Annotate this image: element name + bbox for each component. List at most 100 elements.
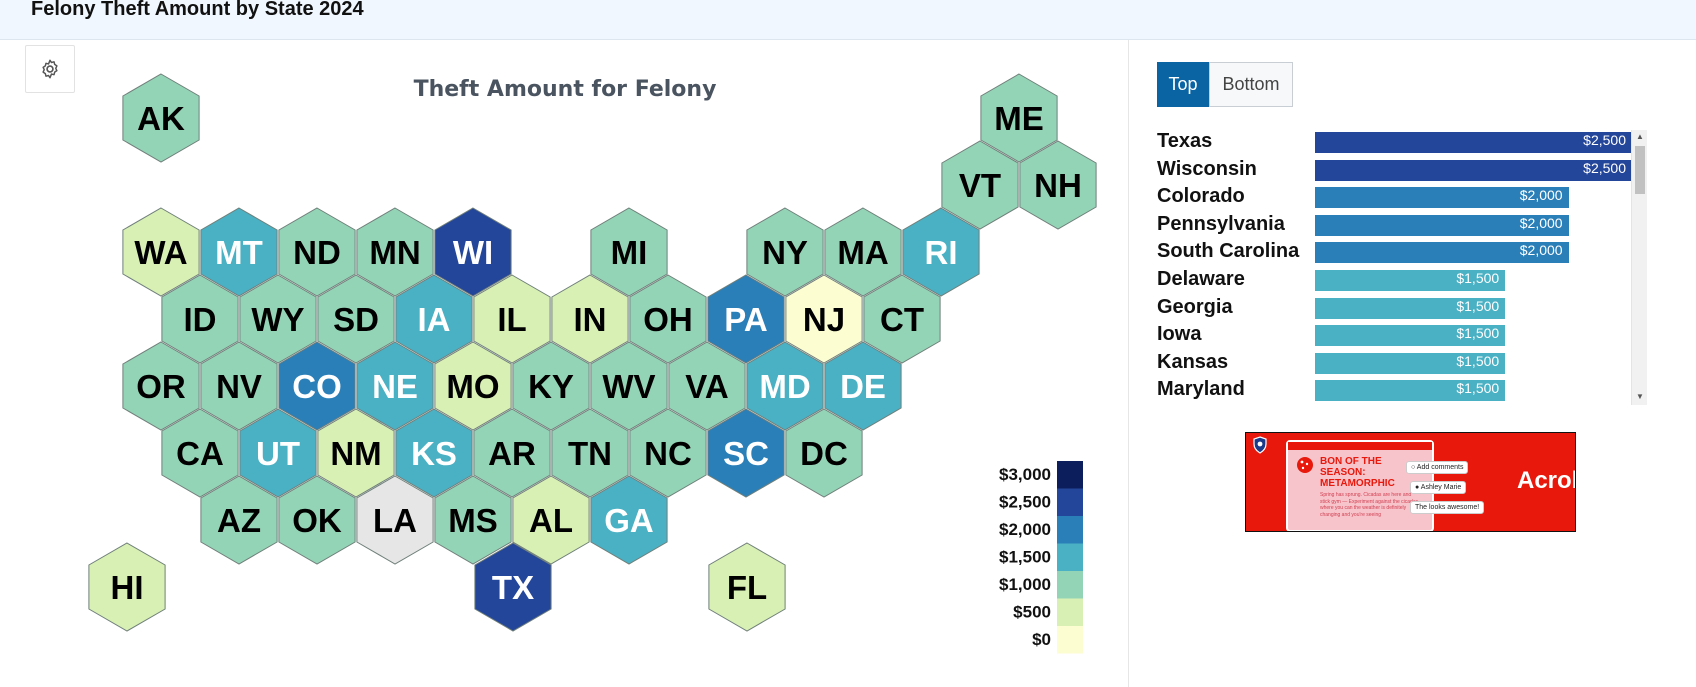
- legend-swatch: [1057, 598, 1083, 626]
- state-hex-hi[interactable]: [88, 542, 166, 632]
- scroll-up-icon[interactable]: ▲: [1636, 132, 1644, 141]
- ranking-bar: $1,500: [1315, 325, 1506, 347]
- state-hex-il[interactable]: [473, 274, 551, 364]
- state-hex-pa[interactable]: [707, 274, 785, 364]
- state-hex-de[interactable]: [824, 341, 902, 431]
- state-hex-sc[interactable]: [707, 408, 785, 498]
- state-hex-oh[interactable]: [629, 274, 707, 364]
- ranking-row[interactable]: Georgia $1,500: [1157, 296, 1632, 324]
- state-hex-vt[interactable]: [941, 140, 1019, 230]
- ad-comment-bubble: ○ Add comments: [1406, 461, 1469, 474]
- state-hex-ar[interactable]: [473, 408, 551, 498]
- ranking-row[interactable]: Maryland $1,500: [1157, 378, 1632, 405]
- ad-message-bubble: The looks awesome!: [1410, 501, 1485, 514]
- ad-banner[interactable]: BON OF THE SEASON: METAMORPHIC Spring ha…: [1245, 432, 1576, 532]
- ranking-bar-value: $2,500: [1583, 159, 1626, 176]
- state-hex-ut[interactable]: [239, 408, 317, 498]
- state-label-tx: TX: [492, 569, 534, 606]
- state-label-me: ME: [994, 100, 1044, 137]
- ad-bubble-text-3: The looks awesome!: [1415, 504, 1480, 511]
- state-hex-me[interactable]: [980, 73, 1058, 163]
- legend-swatch: [1057, 516, 1083, 544]
- state-hex-fl[interactable]: [708, 542, 786, 632]
- state-hex-nd[interactable]: [278, 207, 356, 297]
- state-hex-ak[interactable]: [122, 73, 200, 163]
- state-hex-wy[interactable]: [239, 274, 317, 364]
- state-label-sd: SD: [333, 301, 379, 338]
- gear-icon: [42, 59, 58, 79]
- ranking-row[interactable]: Delaware $1,500: [1157, 268, 1632, 296]
- state-hex-dc[interactable]: [785, 408, 863, 498]
- ranking-row[interactable]: Texas $2,500: [1157, 130, 1632, 158]
- ranking-row[interactable]: South Carolina $2,000: [1157, 240, 1632, 268]
- ranking-bar-value: $1,500: [1456, 380, 1500, 397]
- state-hex-nc[interactable]: [629, 408, 707, 498]
- state-label-pa: PA: [724, 301, 767, 338]
- state-hex-nh[interactable]: [1019, 140, 1097, 230]
- bottom-button[interactable]: Bottom: [1209, 62, 1293, 107]
- settings-button[interactable]: [25, 45, 75, 93]
- state-hex-or[interactable]: [122, 341, 200, 431]
- state-hex-tx[interactable]: [474, 542, 552, 632]
- state-hex-nj[interactable]: [785, 274, 863, 364]
- state-label-il: IL: [497, 301, 526, 338]
- state-label-ma: MA: [837, 234, 888, 271]
- state-label-wy: WY: [251, 301, 304, 338]
- state-label-ct: CT: [880, 301, 924, 338]
- ranking-scrollbar[interactable]: ▲ ▼: [1631, 130, 1647, 405]
- state-hex-mn[interactable]: [356, 207, 434, 297]
- state-label-nc: NC: [644, 435, 692, 472]
- state-hex-ia[interactable]: [395, 274, 473, 364]
- state-hex-ne[interactable]: [356, 341, 434, 431]
- state-hex-id[interactable]: [161, 274, 239, 364]
- state-hex-ct[interactable]: [863, 274, 941, 364]
- state-hex-az[interactable]: [200, 475, 278, 565]
- state-hex-wa[interactable]: [122, 207, 200, 297]
- state-hex-ma[interactable]: [824, 207, 902, 297]
- scroll-down-icon[interactable]: ▼: [1636, 392, 1644, 401]
- state-hex-al[interactable]: [512, 475, 590, 565]
- state-hex-in[interactable]: [551, 274, 629, 364]
- state-label-oh: OH: [643, 301, 693, 338]
- ranking-row[interactable]: Colorado $2,000: [1157, 185, 1632, 213]
- state-hex-mt[interactable]: [200, 207, 278, 297]
- state-hex-mi[interactable]: [590, 207, 668, 297]
- state-hex-ms[interactable]: [434, 475, 512, 565]
- top-button[interactable]: Top: [1157, 62, 1209, 107]
- ranking-row[interactable]: Kansas $1,500: [1157, 351, 1632, 379]
- state-hex-ca[interactable]: [161, 408, 239, 498]
- ranking-row[interactable]: Iowa $1,500: [1157, 323, 1632, 351]
- ranking-row[interactable]: Wisconsin $2,500: [1157, 158, 1632, 186]
- cookie-icon: [1297, 457, 1313, 473]
- state-hex-ok[interactable]: [278, 475, 356, 565]
- state-hex-ga[interactable]: [590, 475, 668, 565]
- state-label-nd: ND: [293, 234, 341, 271]
- state-hex-wv[interactable]: [590, 341, 668, 431]
- state-hex-la[interactable]: [356, 475, 434, 565]
- state-hex-nv[interactable]: [200, 341, 278, 431]
- state-label-mt: MT: [215, 234, 263, 271]
- ranking-bar-value: $1,500: [1456, 352, 1500, 369]
- state-hex-ks[interactable]: [395, 408, 473, 498]
- legend-label: $3,000: [999, 465, 1051, 484]
- state-label-hi: HI: [111, 569, 144, 606]
- state-label-ia: IA: [418, 301, 451, 338]
- state-hex-tn[interactable]: [551, 408, 629, 498]
- state-hex-sd[interactable]: [317, 274, 395, 364]
- ranking-bar: $1,500: [1315, 270, 1506, 291]
- state-hex-co[interactable]: [278, 341, 356, 431]
- state-label-wv: WV: [602, 368, 655, 405]
- state-hex-ny[interactable]: [746, 207, 824, 297]
- state-hex-ky[interactable]: [512, 341, 590, 431]
- ranking-bar: $1,500: [1315, 352, 1506, 374]
- state-hex-ri[interactable]: [902, 207, 980, 297]
- state-hex-wi[interactable]: [434, 207, 512, 297]
- state-hex-mo[interactable]: [434, 341, 512, 431]
- scroll-thumb[interactable]: [1635, 146, 1645, 194]
- state-hex-md[interactable]: [746, 341, 824, 431]
- state-hex-va[interactable]: [668, 341, 746, 431]
- state-label-vt: VT: [959, 167, 1001, 204]
- ad-bubble-text-1: Add comments: [1416, 464, 1464, 471]
- state-hex-nm[interactable]: [317, 408, 395, 498]
- ranking-row[interactable]: Pennsylvania $2,000: [1157, 213, 1632, 241]
